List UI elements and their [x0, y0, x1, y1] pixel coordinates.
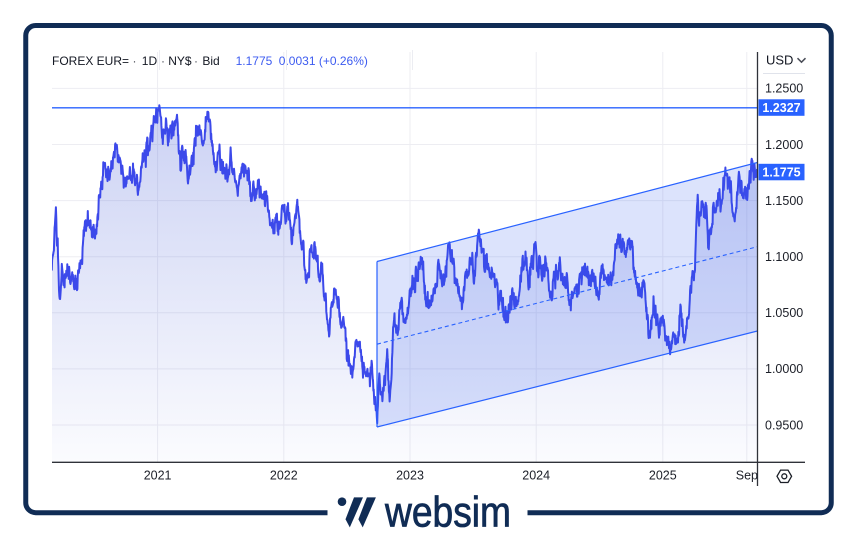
svg-text:·: ·	[194, 54, 198, 68]
svg-text:Sep: Sep	[736, 469, 758, 483]
svg-text:·: ·	[161, 54, 165, 68]
svg-text:1.0500: 1.0500	[765, 306, 803, 320]
svg-text:Bid: Bid	[202, 54, 219, 68]
svg-text:2025: 2025	[649, 469, 677, 483]
svg-text:1.2500: 1.2500	[765, 82, 803, 96]
svg-text:0.9500: 0.9500	[765, 418, 803, 432]
svg-text:0.0031 (+0.26%): 0.0031 (+0.26%)	[279, 54, 368, 68]
svg-text:1.2327: 1.2327	[762, 101, 800, 115]
svg-text:USD: USD	[766, 53, 793, 68]
svg-text:1.2000: 1.2000	[765, 138, 803, 152]
svg-text:FOREX EUR=: FOREX EUR=	[52, 54, 129, 68]
svg-text:1.1775: 1.1775	[236, 54, 273, 68]
svg-text:websim: websim	[384, 490, 511, 537]
svg-text:2024: 2024	[522, 469, 550, 483]
svg-text:2023: 2023	[396, 469, 424, 483]
svg-text:2022: 2022	[270, 469, 298, 483]
svg-text:1D: 1D	[142, 54, 158, 68]
svg-text:NY$: NY$	[168, 54, 192, 68]
svg-text:·: ·	[133, 54, 137, 68]
svg-text:1.0000: 1.0000	[765, 362, 803, 376]
svg-text:2021: 2021	[144, 469, 172, 483]
svg-text:1.1775: 1.1775	[762, 165, 800, 179]
svg-text:1.1500: 1.1500	[765, 194, 803, 208]
svg-text:1.1000: 1.1000	[765, 250, 803, 264]
